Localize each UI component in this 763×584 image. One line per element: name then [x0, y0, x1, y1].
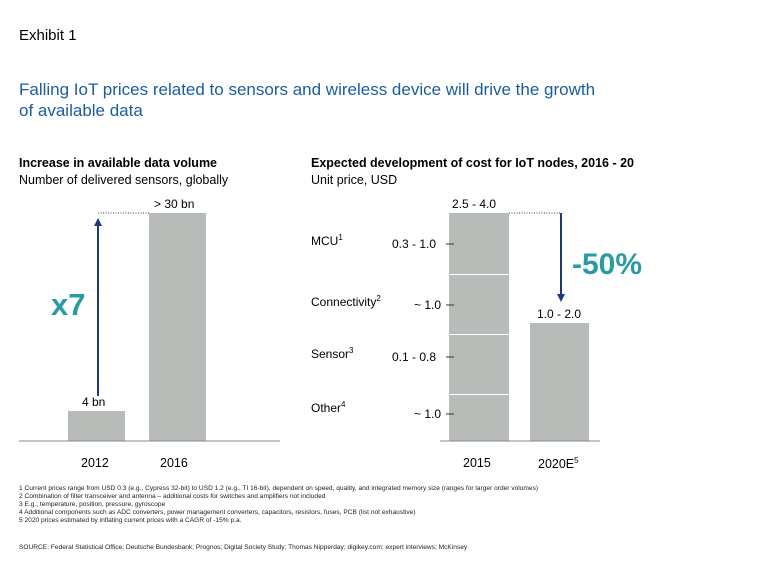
- total-label-2015: 2.5 - 4.0: [452, 197, 497, 211]
- component-range-other: ~ 1.0: [414, 407, 442, 421]
- footnote-5: 5 2020 prices estimated by inflating cur…: [19, 517, 242, 525]
- x-tick-2020e: 2020E5: [538, 456, 579, 472]
- component-label-other: Other4: [311, 400, 346, 415]
- left-chart-subtitle: Number of delivered sensors, globally: [19, 173, 229, 187]
- segment-divider: [449, 394, 509, 395]
- bar-value-label-2016: > 30 bn: [154, 197, 195, 211]
- headline: Falling IoT prices related to sensors an…: [19, 79, 595, 121]
- exhibit-label: Exhibit 1: [19, 27, 77, 44]
- component-range-sensor: 0.1 - 0.8: [392, 350, 437, 364]
- footnote-2: 2 Combination of filter transceiver and …: [19, 493, 326, 501]
- segment-divider: [449, 274, 509, 275]
- bar-value-label-2012: 4 bn: [82, 394, 106, 409]
- component-range-connectivity: ~ 1.0: [414, 298, 442, 312]
- footnote-1: 1 Current prices range from USD 0.3 (e.g…: [19, 485, 539, 492]
- component-label-connectivity: Connectivity2: [311, 294, 381, 309]
- x-tick-2012: 2012: [81, 456, 109, 470]
- headline-line-2: of available data: [19, 101, 143, 120]
- change-percent-label: -50%: [572, 248, 643, 281]
- stacked-bar-2015: [449, 213, 509, 441]
- component-label-mcu: MCU1: [311, 233, 343, 248]
- component-range-mcu: 0.3 - 1.0: [392, 237, 437, 251]
- x-tick-2015: 2015: [463, 456, 491, 470]
- left-chart-title: Increase in available data volume: [19, 156, 218, 170]
- x-tick-2016: 2016: [160, 456, 188, 470]
- total-label-2020e: 1.0 - 2.0: [537, 307, 582, 321]
- bar-2016: [149, 213, 206, 441]
- growth-multiplier-label: x7: [51, 287, 86, 322]
- right-chart-title: Expected development of cost for IoT nod…: [311, 156, 634, 170]
- segment-divider: [449, 334, 509, 335]
- footnote-4: 4 Additional components such as ADC conv…: [19, 509, 416, 517]
- footnotes: 1 Current prices range from USD 0.3 (e.g…: [19, 485, 538, 525]
- bar-2012: [68, 410, 125, 441]
- headline-line-1: Falling IoT prices related to sensors an…: [19, 80, 596, 99]
- footnote-3: 3 E.g., temperature, position, pressure,…: [19, 501, 166, 509]
- source-note: SOURCE: Federal Statistical Office; Deut…: [19, 544, 468, 551]
- bar-2020e: [530, 323, 589, 441]
- right-chart-subtitle: Unit price, USD: [311, 173, 398, 187]
- component-label-sensor: Sensor3: [311, 346, 354, 361]
